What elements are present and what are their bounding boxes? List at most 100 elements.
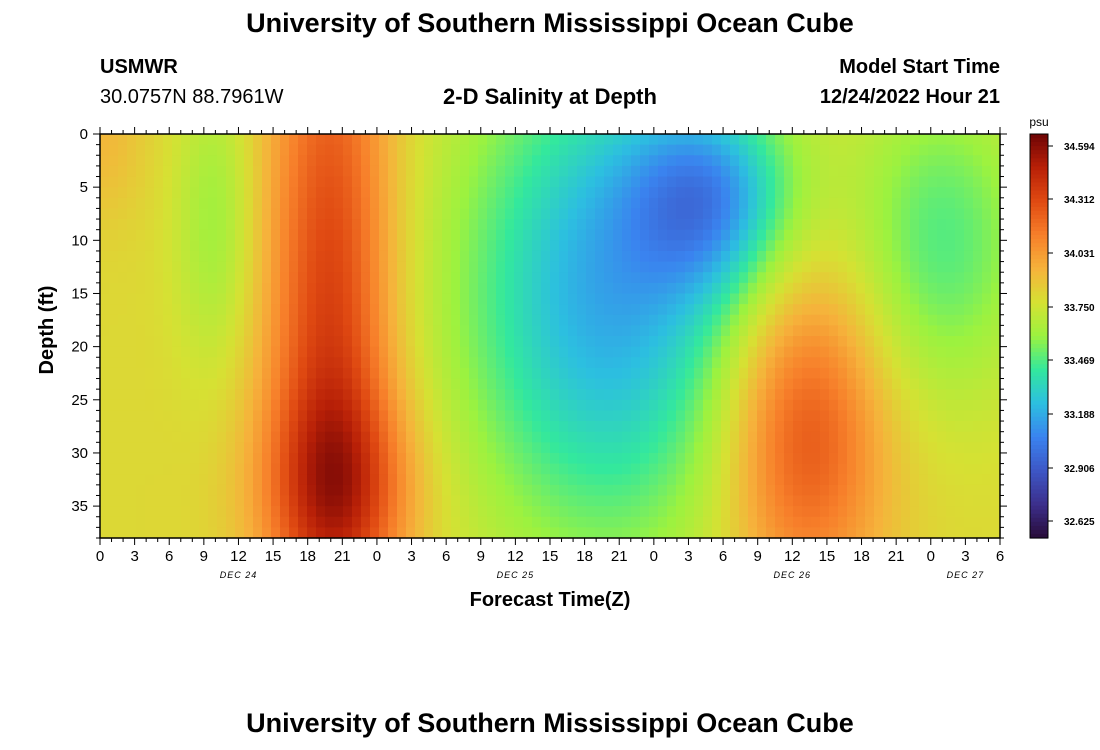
- heatmap-cell: [172, 506, 182, 518]
- heatmap-cell: [451, 229, 461, 241]
- heatmap-cell: [442, 506, 452, 518]
- heatmap-cell: [406, 314, 416, 326]
- heatmap-cell: [253, 176, 263, 188]
- heatmap-cell: [361, 208, 371, 220]
- heatmap-cell: [559, 219, 569, 231]
- heatmap-cell: [613, 442, 623, 454]
- heatmap-cell: [721, 389, 731, 401]
- heatmap-cell: [163, 240, 173, 252]
- heatmap-cell: [298, 474, 308, 486]
- heatmap-cell: [550, 165, 560, 178]
- heatmap-cell: [802, 389, 812, 401]
- heatmap-cell: [937, 208, 947, 220]
- heatmap-cell: [685, 336, 695, 348]
- heatmap-cell: [757, 378, 767, 390]
- heatmap-cell: [739, 389, 749, 401]
- colorbar-segment: [1030, 214, 1048, 220]
- heatmap-cell: [613, 378, 623, 390]
- heatmap-cell: [145, 495, 155, 507]
- heatmap-cell: [694, 208, 704, 220]
- heatmap-cell: [676, 346, 686, 358]
- heatmap-cell: [775, 431, 785, 443]
- heatmap-cell: [919, 506, 929, 518]
- heatmap-cell: [289, 463, 299, 475]
- heatmap-cell: [379, 304, 389, 316]
- heatmap-cell: [100, 336, 110, 348]
- heatmap-cell: [604, 399, 614, 412]
- heatmap-cell: [730, 410, 740, 422]
- heatmap-cell: [685, 431, 695, 443]
- heatmap-cell: [379, 229, 389, 241]
- heatmap-cell: [199, 346, 209, 358]
- heatmap-cell: [766, 176, 776, 188]
- heatmap-cell: [991, 367, 1001, 380]
- heatmap-cell: [460, 187, 470, 199]
- heatmap-cell: [298, 144, 308, 156]
- heatmap-cell: [946, 389, 956, 401]
- heatmap-cell: [289, 240, 299, 252]
- heatmap-cell: [388, 474, 398, 486]
- heatmap-cell: [901, 452, 911, 465]
- heatmap-cell: [424, 219, 434, 231]
- heatmap-cell: [901, 431, 911, 443]
- heatmap-cell: [388, 229, 398, 241]
- x-tick-label: 21: [611, 548, 628, 565]
- heatmap-cell: [694, 442, 704, 454]
- heatmap-cell: [649, 357, 659, 369]
- heatmap-cell: [370, 293, 380, 305]
- heatmap-cell: [658, 399, 668, 412]
- heatmap-cell: [478, 527, 488, 539]
- heatmap-cell: [766, 442, 776, 454]
- heatmap-cell: [136, 389, 146, 401]
- heatmap-cell: [856, 378, 866, 390]
- heatmap-cell: [460, 431, 470, 443]
- heatmap-cell: [379, 474, 389, 486]
- heatmap-cell: [433, 134, 443, 146]
- heatmap-cell: [163, 442, 173, 454]
- heatmap-cell: [136, 474, 146, 486]
- heatmap-cell: [334, 208, 344, 220]
- heatmap-cell: [505, 495, 515, 507]
- heatmap-cell: [235, 144, 245, 156]
- heatmap-cell: [478, 155, 488, 167]
- heatmap-cell: [496, 219, 506, 231]
- heatmap-cell: [352, 527, 362, 539]
- heatmap-cell: [145, 516, 155, 528]
- heatmap-cell: [649, 452, 659, 465]
- heatmap-cell: [406, 399, 416, 412]
- heatmap-cell: [577, 240, 587, 252]
- heatmap-cell: [775, 346, 785, 358]
- heatmap-cell: [505, 421, 515, 433]
- heatmap-cell: [217, 325, 227, 337]
- heatmap-cell: [451, 399, 461, 412]
- heatmap-cell: [892, 389, 902, 401]
- heatmap-cell: [190, 484, 200, 497]
- heatmap-cell: [856, 431, 866, 443]
- heatmap-cell: [505, 452, 515, 465]
- heatmap-cell: [811, 229, 821, 241]
- heatmap-cell: [784, 325, 794, 337]
- heatmap-cell: [802, 144, 812, 156]
- heatmap-cell: [145, 165, 155, 178]
- heatmap-cell: [622, 378, 632, 390]
- heatmap-cell: [883, 378, 893, 390]
- heatmap-cell: [199, 197, 209, 210]
- heatmap-cell: [811, 357, 821, 369]
- heatmap-cell: [181, 410, 191, 422]
- heatmap-cell: [433, 452, 443, 465]
- heatmap-cell: [676, 293, 686, 305]
- heatmap-cell: [172, 527, 182, 539]
- heatmap-cell: [784, 516, 794, 528]
- heatmap-cell: [415, 134, 425, 146]
- heatmap-cell: [478, 197, 488, 210]
- heatmap-cell: [532, 484, 542, 497]
- colorbar-segment: [1030, 319, 1048, 325]
- heatmap-cell: [784, 431, 794, 443]
- heatmap-cell: [694, 219, 704, 231]
- heatmap-cell: [622, 208, 632, 220]
- heatmap-cell: [649, 421, 659, 433]
- heatmap-cell: [703, 165, 713, 178]
- heatmap-cell: [208, 325, 218, 337]
- heatmap-cell: [577, 516, 587, 528]
- colorbar-segment: [1030, 336, 1048, 341]
